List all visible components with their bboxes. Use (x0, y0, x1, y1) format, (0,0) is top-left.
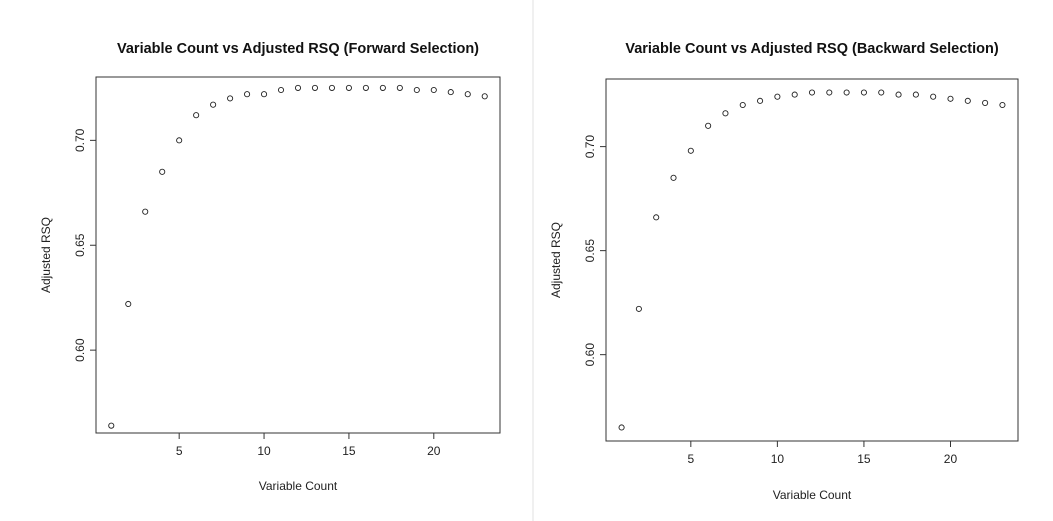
data-point (826, 89, 833, 96)
data-point (705, 122, 712, 129)
data-point (210, 101, 217, 108)
y-tick-label: 0.70 (73, 128, 87, 152)
x-tick-label: 15 (342, 444, 356, 458)
chart-forward-selection: Variable Count vs Adjusted RSQ (Forward … (39, 41, 501, 493)
data-point (108, 422, 115, 429)
x-tick-label: 10 (771, 452, 785, 466)
data-point (964, 97, 971, 104)
data-point (176, 137, 183, 144)
data-point (860, 89, 867, 96)
data-point (413, 86, 420, 94)
data-point (947, 95, 954, 102)
y-tick-label: 0.65 (73, 233, 87, 257)
data-point (277, 86, 285, 94)
x-tick-label: 15 (857, 452, 871, 466)
data-point (757, 97, 764, 104)
data-point (311, 84, 319, 91)
data-point (843, 89, 850, 96)
x-tick-label: 20 (427, 444, 441, 458)
data-point (193, 112, 200, 119)
y-tick-label: 0.60 (73, 338, 87, 362)
data-point (878, 89, 885, 96)
chart-title: Variable Count vs Adjusted RSQ (Backward… (625, 41, 999, 57)
data-point (379, 84, 386, 91)
data-point (294, 84, 302, 91)
data-point (447, 89, 454, 96)
data-point (125, 300, 132, 308)
data-point (808, 89, 816, 96)
data-point (142, 208, 149, 215)
data-point (362, 84, 369, 91)
data-point (159, 168, 166, 175)
data-point (227, 95, 234, 102)
chart-backward-selection: Variable Count vs Adjusted RSQ (Backward… (549, 41, 1019, 502)
plot-frame (95, 76, 501, 434)
data-point (244, 91, 251, 98)
data-point (653, 214, 660, 221)
data-point (345, 84, 352, 91)
data-point (635, 305, 642, 312)
data-point (396, 84, 403, 91)
x-tick-label: 5 (176, 444, 183, 458)
data-point (328, 84, 335, 91)
y-tick-label: 0.60 (583, 343, 597, 367)
data-point (791, 91, 798, 98)
data-point (930, 93, 937, 100)
y-tick-label: 0.70 (583, 135, 597, 159)
chart-panel-backward: Variable Count vs Adjusted RSQ (Backward… (534, 0, 1053, 521)
data-point (999, 101, 1006, 109)
data-point (464, 91, 471, 98)
y-axis-label: Adjusted RSQ (39, 217, 53, 293)
x-tick-label: 5 (687, 452, 694, 466)
data-point (722, 110, 729, 117)
data-point (895, 91, 902, 98)
x-tick-label: 10 (257, 444, 271, 458)
data-point (739, 101, 746, 109)
chart-title: Variable Count vs Adjusted RSQ (Forward … (117, 41, 479, 57)
x-axis-label: Variable Count (259, 479, 338, 493)
data-point (774, 93, 781, 100)
chart-panel-forward: Variable Count vs Adjusted RSQ (Forward … (39, 41, 501, 493)
y-axis-label: Adjusted RSQ (549, 222, 563, 298)
data-point (912, 91, 919, 98)
data-point (982, 99, 989, 106)
data-point (687, 147, 694, 154)
data-point (670, 174, 677, 181)
y-tick-label: 0.65 (583, 239, 597, 263)
data-point (618, 424, 625, 431)
plot-frame (605, 78, 1019, 442)
panel-divider (532, 0, 534, 521)
x-tick-label: 20 (944, 452, 958, 466)
data-point (430, 86, 437, 94)
data-point (261, 91, 268, 98)
x-axis-label: Variable Count (773, 488, 852, 502)
data-point (481, 93, 488, 100)
